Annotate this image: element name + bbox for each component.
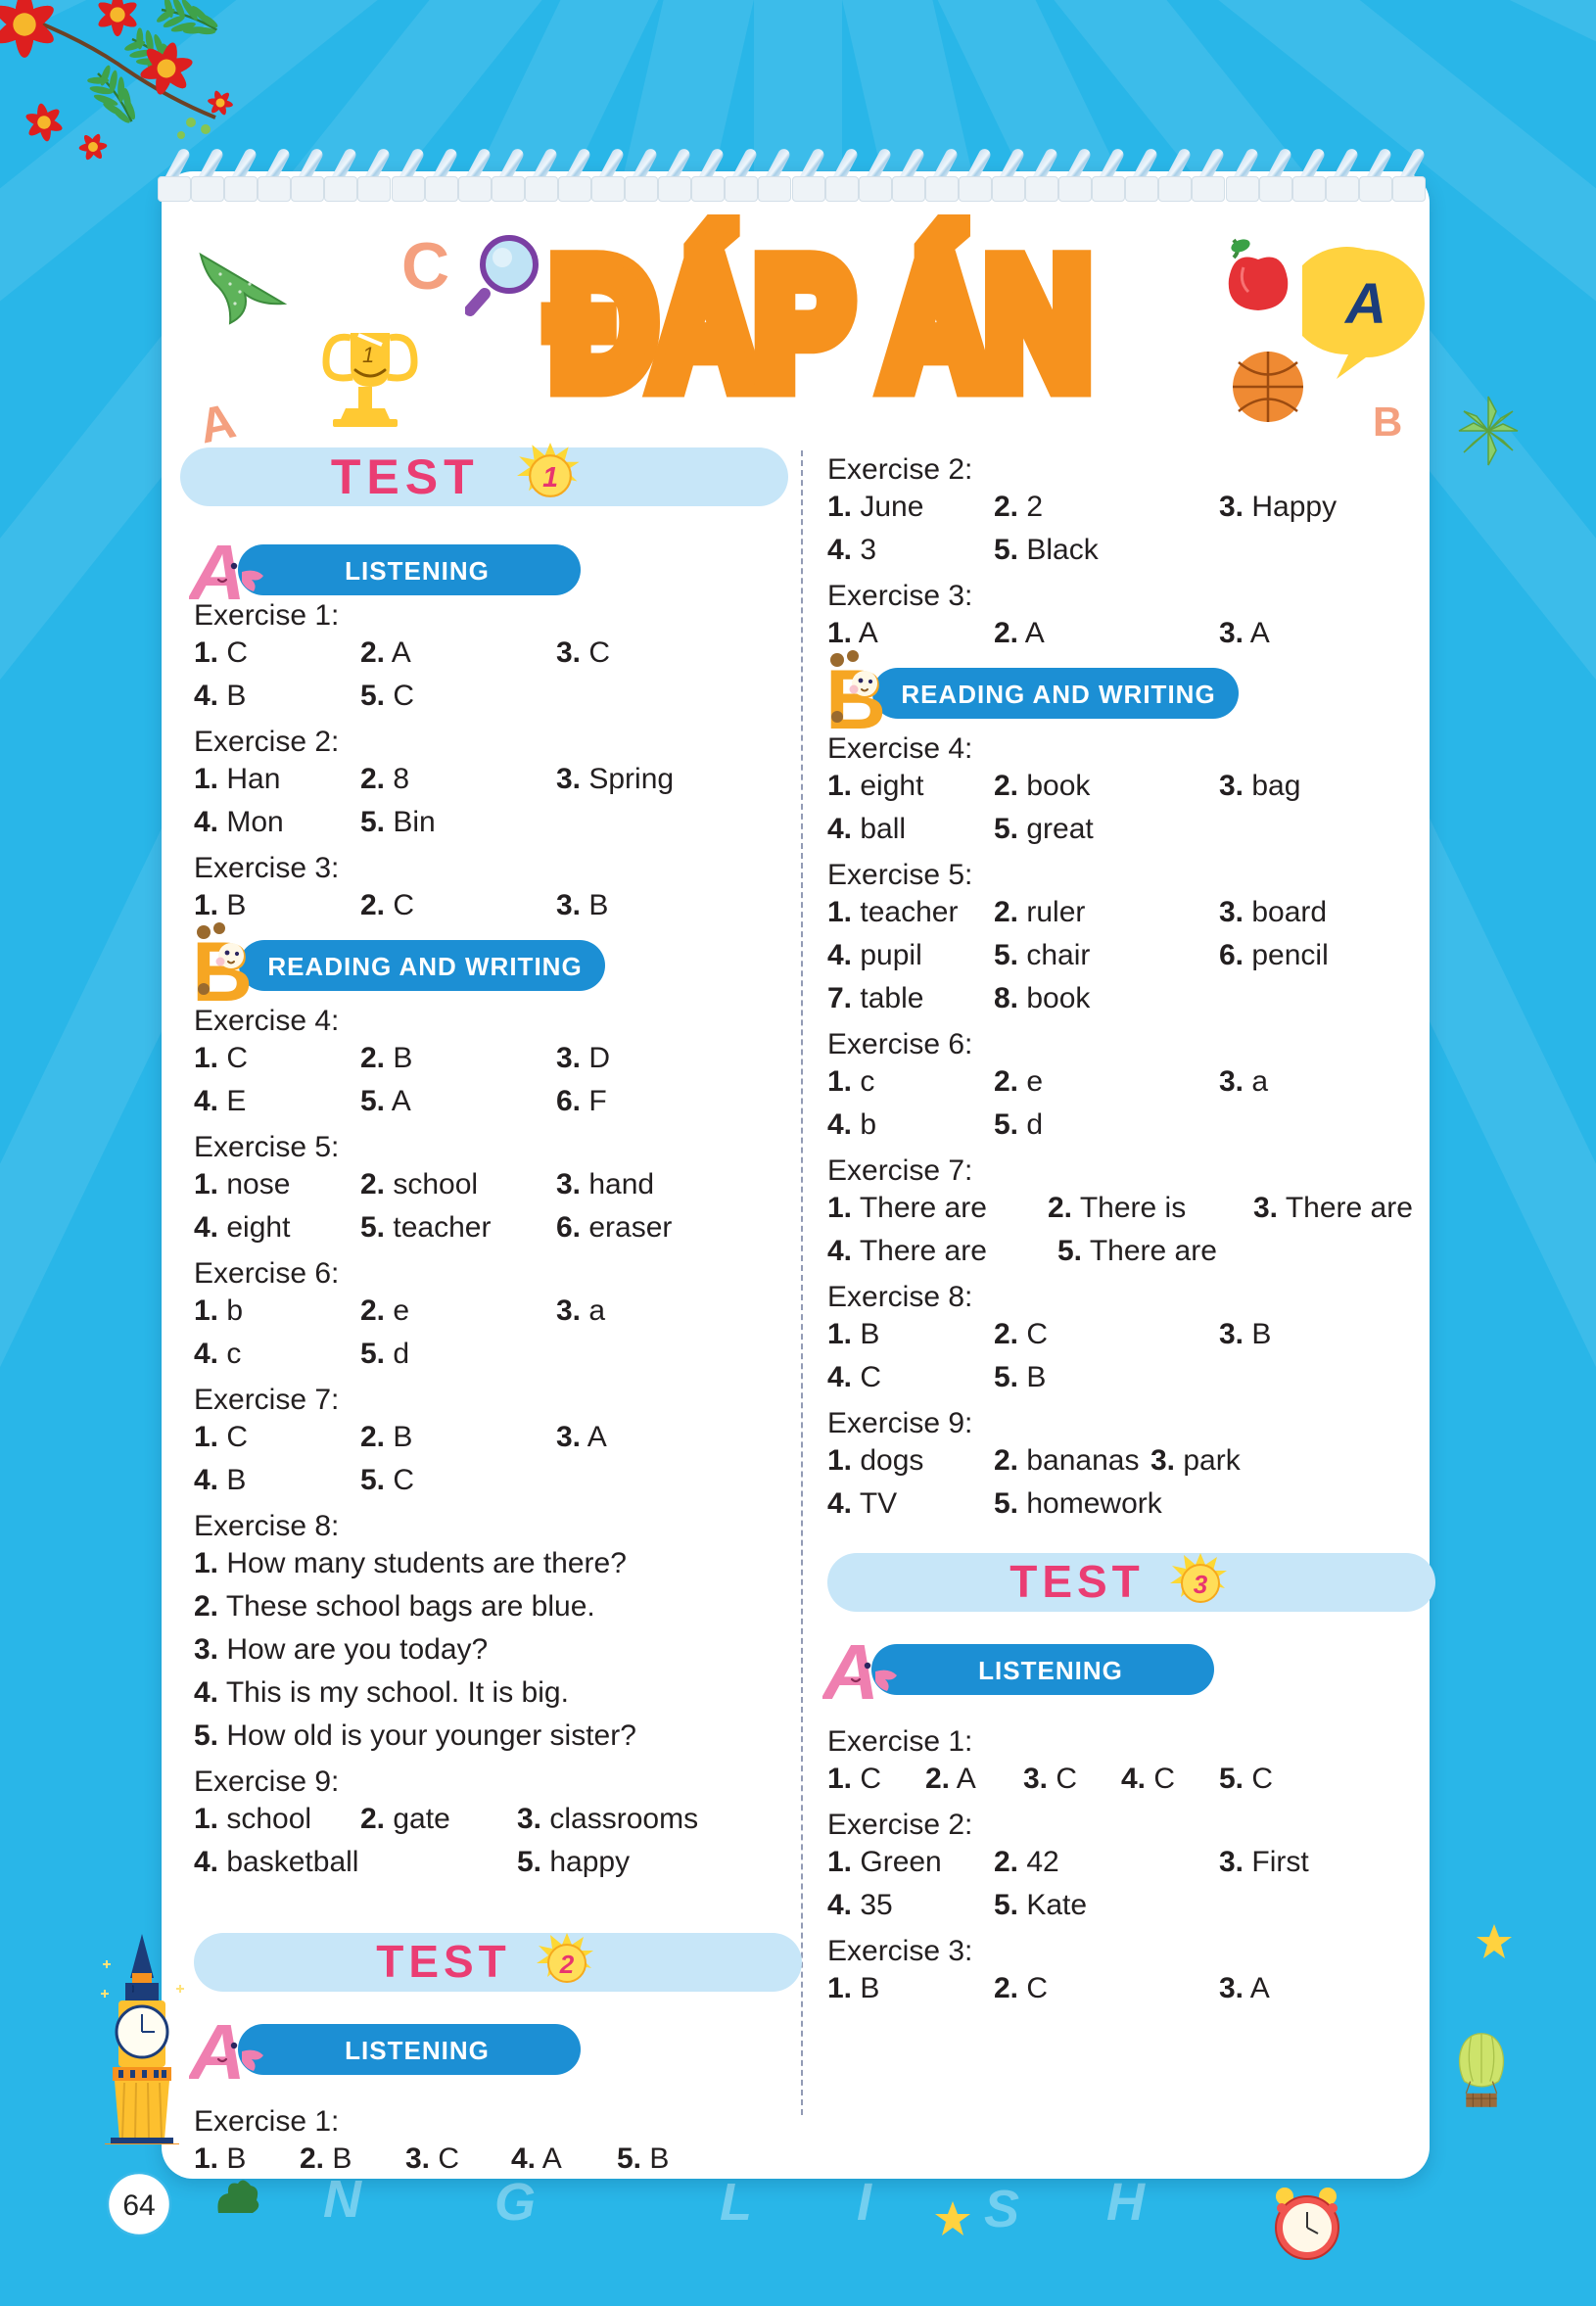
svg-text:1: 1: [362, 343, 374, 367]
svg-text:READING AND WRITING: READING AND WRITING: [267, 952, 582, 981]
svg-text:C: C: [401, 230, 449, 304]
svg-text:2: 2: [559, 1950, 575, 1979]
svg-text:READING AND WRITING: READING AND WRITING: [901, 680, 1215, 709]
svg-text:LISTENING: LISTENING: [345, 2036, 490, 2065]
svg-text:B: B: [825, 653, 886, 734]
svg-text:64: 64: [122, 2189, 155, 2222]
svg-text:TEST: TEST: [376, 1936, 511, 1987]
svg-text:TEST: TEST: [1009, 1556, 1145, 1607]
svg-text:A: A: [189, 2012, 246, 2091]
svg-text:A: A: [194, 393, 240, 453]
svg-text:LISTENING: LISTENING: [345, 556, 490, 586]
svg-text:A: A: [822, 1632, 879, 1711]
svg-text:LISTENING: LISTENING: [978, 1656, 1123, 1685]
svg-text:A: A: [1343, 272, 1386, 336]
svg-text:B: B: [1373, 399, 1402, 445]
svg-text:3: 3: [1194, 1570, 1208, 1599]
svg-text:1: 1: [542, 462, 558, 494]
svg-text:B: B: [192, 925, 253, 1007]
